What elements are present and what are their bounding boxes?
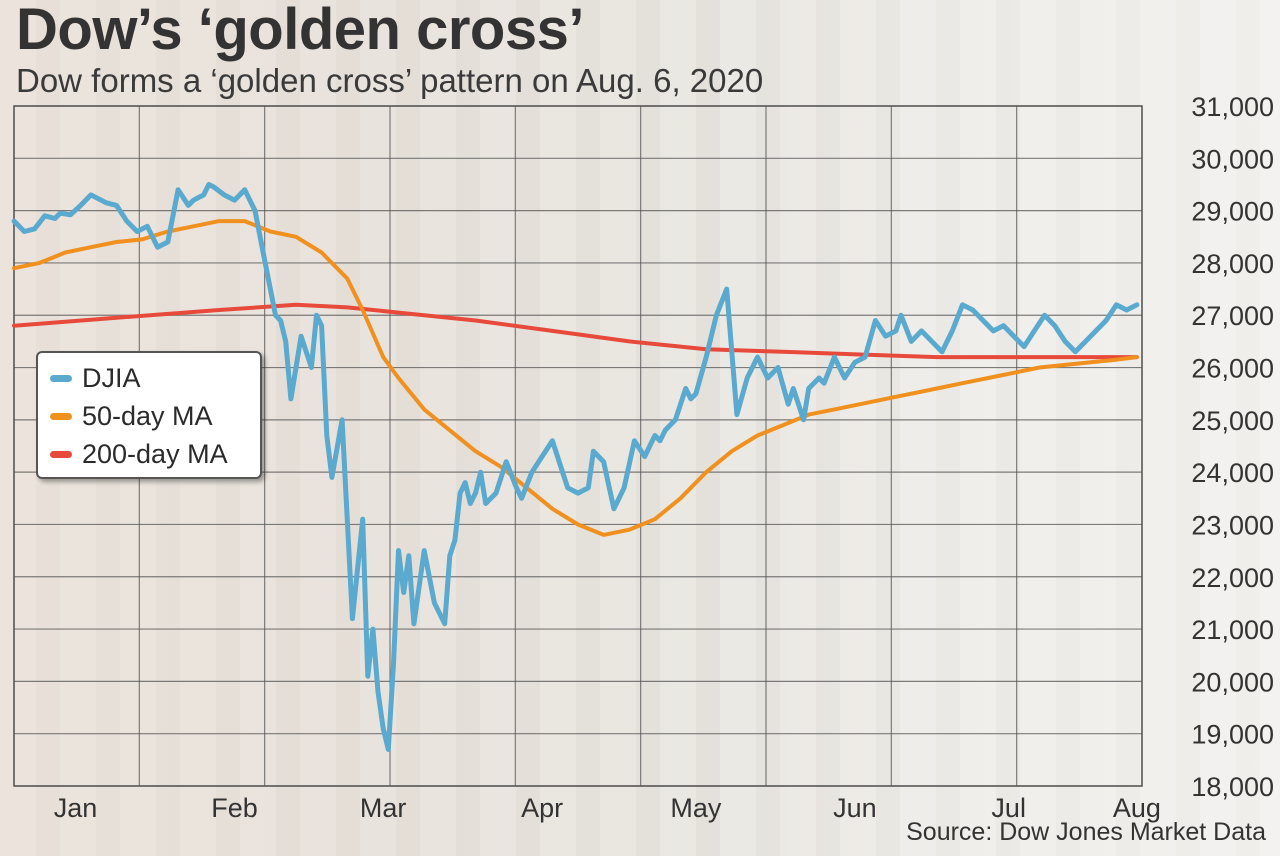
legend: DJIA 50-day MA 200-day MA [36, 351, 262, 479]
y-axis-tick-labels: 31,000 30,000 29,000 28,000 27,000 26,000 25,0… [1191, 92, 1274, 802]
y-tick-label: 23,000 [1191, 510, 1274, 540]
y-tick-label: 22,000 [1191, 563, 1274, 593]
y-tick-label: 25,000 [1191, 406, 1274, 436]
legend-swatch-50-day-ma [50, 412, 72, 420]
legend-label-djia: DJIA [82, 362, 141, 393]
source-note: Source: Dow Jones Market Data [906, 818, 1266, 846]
y-tick-label: 31,000 [1191, 92, 1274, 122]
x-tick-label: May [670, 793, 722, 823]
x-axis-tick-labels: Jan Feb Mar Apr May Jun Jul Aug [54, 793, 1161, 823]
x-tick-label: Jul [991, 793, 1026, 823]
legend-swatch-djia [50, 374, 72, 382]
y-tick-label: 30,000 [1191, 144, 1274, 174]
x-tick-label: Aug [1113, 793, 1161, 823]
x-tick-label: Apr [521, 793, 563, 823]
y-tick-label: 20,000 [1191, 667, 1274, 697]
x-tick-label: Mar [360, 793, 407, 823]
series-lines [11, 182, 1140, 752]
y-tick-label: 29,000 [1191, 197, 1274, 227]
y-tick-label: 19,000 [1191, 720, 1274, 750]
series-line-50-day-ma [12, 219, 1139, 537]
legend-label-50-day-ma: 50-day MA [82, 400, 213, 431]
y-tick-label: 21,000 [1191, 615, 1274, 645]
legend-swatch-200-day-ma [50, 450, 72, 458]
series-line-djia [11, 182, 1140, 752]
legend-item-50-day-ma: 50-day MA [50, 399, 213, 433]
x-tick-label: Feb [211, 793, 258, 823]
y-tick-label: 26,000 [1191, 354, 1274, 384]
y-tick-label: 27,000 [1191, 301, 1274, 331]
legend-item-djia: DJIA [50, 361, 141, 395]
series-line-200-day-ma [12, 302, 1139, 360]
y-tick-label: 24,000 [1191, 458, 1274, 488]
x-tick-label: Jan [54, 793, 98, 823]
legend-item-200-day-ma: 200-day MA [50, 437, 228, 471]
plot-frame [13, 105, 1143, 787]
legend-label-200-day-ma: 200-day MA [82, 438, 228, 469]
chart-title: Dow’s ‘golden cross’ [16, 0, 584, 62]
y-tick-label: 18,000 [1191, 772, 1274, 802]
x-tick-label: Jun [833, 793, 877, 823]
y-tick-label: 28,000 [1191, 249, 1274, 279]
chart-subtitle: Dow forms a ‘golden cross’ pattern on Au… [16, 62, 764, 99]
